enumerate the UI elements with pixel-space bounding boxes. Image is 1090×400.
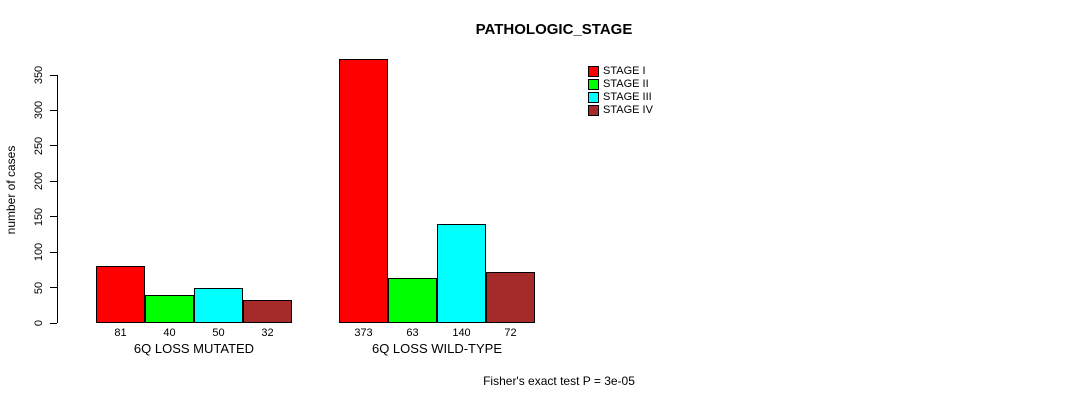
bar-value-label: 63 [406, 327, 419, 339]
statistical-test-annotation: Fisher's exact test P = 3e-05 [483, 374, 635, 388]
legend-label: STAGE II [603, 78, 649, 90]
y-tick-label: 0 [33, 319, 45, 327]
bar-value-label: 50 [212, 327, 225, 339]
group-label: 6Q LOSS MUTATED [133, 341, 255, 356]
legend-swatch-stage-iii [588, 92, 599, 103]
bar-stage-i [339, 59, 388, 323]
y-tick-label: 50 [33, 281, 45, 294]
bar-value-label: 81 [114, 327, 127, 339]
bar-value-label: 40 [163, 327, 176, 339]
bar-value-label: 373 [354, 327, 373, 339]
bar-stage-iv [243, 300, 292, 323]
legend-swatch-stage-ii [588, 79, 599, 90]
chart-title: PATHOLOGIC_STAGE [475, 21, 633, 38]
y-tick [50, 74, 57, 76]
legend-label: STAGE III [603, 91, 652, 103]
y-tick-label: 250 [33, 136, 45, 156]
y-tick [50, 109, 57, 111]
y-tick-label: 200 [33, 172, 45, 191]
y-axis-title: number of cases [4, 145, 18, 235]
group-label: 6Q LOSS WILD-TYPE [371, 341, 503, 356]
bar-value-label: 140 [452, 327, 471, 339]
y-tick-label: 150 [33, 207, 45, 226]
y-tick-label: 300 [33, 101, 45, 120]
bar-stage-ii [145, 295, 194, 323]
y-tick [50, 251, 57, 253]
legend-swatch-stage-i [588, 66, 599, 77]
legend-label: STAGE I [603, 65, 646, 77]
y-axis-line [57, 75, 58, 323]
bar-value-label: 32 [261, 327, 274, 339]
y-tick-label: 100 [33, 242, 45, 262]
y-tick [50, 145, 57, 147]
y-tick [50, 322, 57, 324]
legend-label: STAGE IV [603, 104, 653, 116]
bar-stage-iv [486, 272, 535, 323]
bar-stage-i [96, 266, 145, 323]
y-tick [50, 287, 57, 289]
bar-stage-iii [437, 224, 486, 323]
bar-stage-iii [194, 288, 243, 323]
legend-swatch-stage-iv [588, 105, 599, 116]
bar-value-label: 72 [504, 327, 517, 339]
y-tick-label: 350 [33, 65, 45, 85]
y-tick [50, 180, 57, 182]
bar-stage-ii [388, 278, 437, 323]
y-tick [50, 216, 57, 218]
